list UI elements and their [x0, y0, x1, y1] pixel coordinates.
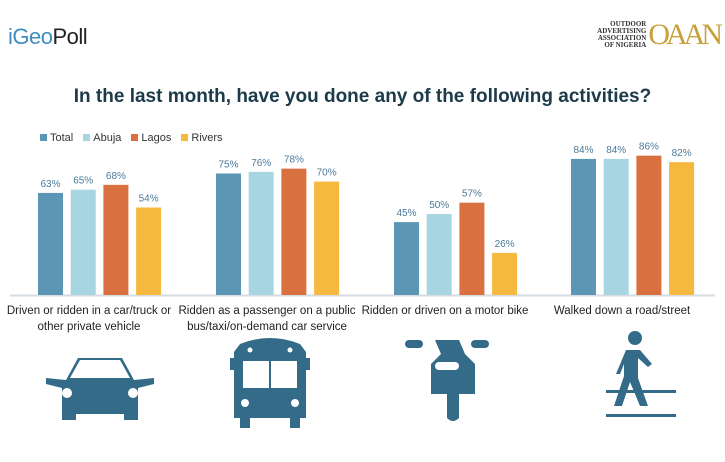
data-label: 75%	[218, 160, 238, 171]
legend-swatch	[83, 134, 91, 141]
bar	[314, 181, 340, 295]
bar	[492, 252, 518, 295]
bar	[281, 168, 307, 295]
legend: Total Abuja Lagos Rivers	[40, 132, 223, 144]
category-label: Driven or ridden in a car/truck or other…	[6, 305, 172, 333]
bar	[426, 214, 452, 295]
oaan-text: ASSOCIATION	[597, 34, 647, 42]
chart-title: In the last month, have you done any of …	[73, 86, 652, 107]
data-label: 57%	[462, 189, 482, 200]
category-label: Ridden as a passenger on a public bus/ta…	[178, 305, 356, 333]
bar	[603, 158, 629, 295]
data-label: 63%	[40, 179, 60, 190]
bar	[136, 207, 162, 295]
category-label: Walked down a road/street	[553, 305, 691, 317]
data-label: 84%	[573, 145, 593, 156]
data-label: 86%	[639, 142, 659, 153]
legend-swatch	[131, 134, 139, 141]
data-label: 76%	[251, 158, 271, 169]
pedestrian-icon	[606, 331, 676, 417]
bar	[103, 184, 129, 295]
bar	[70, 189, 96, 295]
bar	[459, 202, 485, 295]
legend-item: Total	[40, 132, 73, 144]
geopoll-logo: iGeoPoll	[8, 24, 88, 49]
legend-label: Lagos	[141, 132, 172, 144]
bar	[669, 162, 695, 295]
legend-label: Abuja	[93, 132, 122, 144]
legend-label: Rivers	[191, 132, 223, 144]
category-label: Ridden or driven on a motor bike	[361, 305, 529, 317]
oaan-text: ADVERTISING	[597, 27, 647, 35]
bar	[248, 171, 274, 295]
legend-label: Total	[50, 132, 74, 144]
bar	[394, 222, 419, 295]
car-icon	[46, 358, 154, 420]
bar	[216, 173, 241, 295]
legend-item: Abuja	[83, 132, 121, 144]
oaan-text: OF NIGERIA	[604, 41, 647, 49]
data-label: 78%	[284, 155, 304, 166]
data-label: 84%	[606, 145, 626, 156]
data-label: 65%	[73, 176, 93, 187]
data-label: 26%	[495, 239, 515, 250]
data-label: 68%	[106, 171, 126, 182]
oaan-text: OUTDOOR	[610, 20, 647, 28]
bar	[38, 192, 63, 295]
legend-swatch	[40, 134, 47, 141]
motorbike-icon	[405, 340, 489, 421]
bar	[636, 155, 662, 295]
data-label: 45%	[396, 208, 416, 219]
oaan-logo: OUTDOOR ADVERTISING ASSOCIATION OF NIGERIA O…	[597, 18, 723, 51]
data-label: 54%	[139, 194, 159, 205]
data-label: 82%	[672, 148, 692, 159]
data-label: 70%	[317, 168, 337, 179]
bus-icon	[230, 338, 310, 428]
data-label: 50%	[429, 200, 449, 211]
legend-item: Lagos	[131, 132, 171, 144]
legend-item: Rivers	[181, 132, 223, 144]
bar	[571, 158, 596, 295]
legend-swatch	[181, 134, 189, 141]
